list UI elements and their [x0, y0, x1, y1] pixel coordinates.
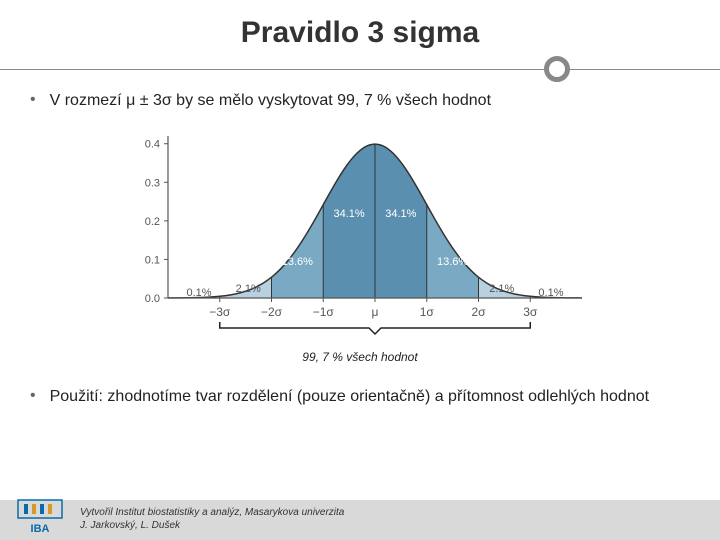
svg-text:0.1: 0.1 — [145, 254, 160, 266]
svg-text:−1σ: −1σ — [313, 305, 335, 319]
svg-text:34.1%: 34.1% — [334, 208, 365, 220]
svg-text:2.1%: 2.1% — [489, 283, 514, 295]
svg-text:1σ: 1σ — [420, 305, 435, 319]
svg-text:0.0: 0.0 — [145, 293, 160, 305]
page-title: Pravidlo 3 sigma — [0, 0, 720, 50]
svg-text:2σ: 2σ — [471, 305, 486, 319]
svg-text:0.1%: 0.1% — [187, 287, 212, 299]
title-divider — [0, 56, 720, 82]
bullet-dot: • — [30, 90, 36, 111]
svg-text:IBA: IBA — [31, 523, 50, 535]
svg-text:3σ: 3σ — [523, 305, 538, 319]
svg-text:0.3: 0.3 — [145, 177, 160, 189]
svg-text:0.2: 0.2 — [145, 215, 160, 227]
footer-line1: Vytvořil Institut biostatistiky a analýz… — [80, 506, 720, 519]
footer-bar: Vytvořil Institut biostatistiky a analýz… — [0, 500, 720, 540]
bullet-2-text: Použití: zhodnotíme tvar rozdělení (pouz… — [50, 386, 649, 408]
svg-text:0.4: 0.4 — [145, 138, 160, 150]
svg-text:μ: μ — [372, 305, 379, 319]
svg-text:−3σ: −3σ — [209, 305, 231, 319]
svg-text:0.1%: 0.1% — [538, 287, 563, 299]
bullet-dot: • — [30, 386, 36, 407]
svg-text:2.1%: 2.1% — [236, 283, 261, 295]
normal-distribution-chart: 0.00.10.20.30.4−3σ−2σ−1σμ1σ2σ3σ0.1%2.1%1… — [120, 126, 600, 346]
svg-text:13.6%: 13.6% — [282, 256, 313, 268]
logo-iba: IBA — [16, 498, 64, 538]
svg-text:13.6%: 13.6% — [437, 256, 468, 268]
bullet-2: • Použití: zhodnotíme tvar rozdělení (po… — [0, 378, 720, 416]
svg-text:34.1%: 34.1% — [385, 208, 416, 220]
bracket-caption: 99, 7 % všech hodnot — [0, 350, 720, 364]
bullet-1-text: V rozmezí μ ± 3σ by se mělo vyskytovat 9… — [50, 90, 491, 112]
footer-line2: J. Jarkovský, L. Dušek — [80, 519, 720, 532]
svg-text:−2σ: −2σ — [261, 305, 283, 319]
bullet-1: • V rozmezí μ ± 3σ by se mělo vyskytovat… — [0, 82, 720, 120]
